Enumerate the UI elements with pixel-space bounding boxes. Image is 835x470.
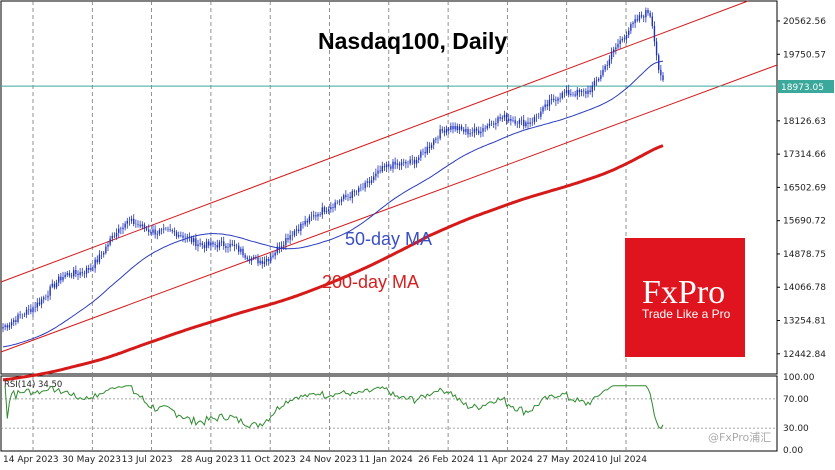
rsi-label: RSI(14) 34.50 <box>4 380 62 390</box>
ma50-label: 50-day MA <box>345 229 432 249</box>
current-price-label: 18973.05 <box>781 83 824 93</box>
x-tick-label: 11 Jan 2024 <box>359 455 413 465</box>
fxpro-logo: FxPro Trade Like a Pro <box>625 238 745 357</box>
ma200-label: 200-day MA <box>322 272 419 292</box>
x-tick-label: 14 Apr 2023 <box>3 455 59 465</box>
rsi-tick-label: 70.00 <box>783 395 809 405</box>
chart-title: Nasdaq100, Daily <box>318 28 507 54</box>
rsi-levels <box>1 398 777 429</box>
y-tick-label: 19750.57 <box>783 50 826 60</box>
y-tick-label: 16502.69 <box>783 183 826 193</box>
candlesticks <box>2 7 664 333</box>
trend-channel <box>0 0 778 353</box>
rsi-tick-label: 100.00 <box>783 373 815 383</box>
y-tick-label: 20562.56 <box>783 17 826 27</box>
ma200-line <box>2 144 664 382</box>
y-tick-label: 13254.81 <box>783 317 826 327</box>
watermark: @FxPro浦汇 <box>708 431 771 444</box>
fxpro-tagline: Trade Like a Pro <box>642 307 731 321</box>
channel-lower <box>0 64 778 353</box>
y-tick-label: 14066.78 <box>783 283 826 293</box>
fxpro-logo-box <box>625 238 745 357</box>
x-tick-label: 30 May 2023 <box>62 455 121 465</box>
x-tick-label: 13 Jul 2023 <box>122 455 173 465</box>
x-tick-label: 10 Jul 2024 <box>596 455 647 465</box>
current-price-tag <box>778 80 834 93</box>
channel-upper <box>0 0 749 283</box>
y-tick-label: 15690.72 <box>783 217 826 227</box>
ma50-line <box>2 60 664 348</box>
rsi-y-ticks: 100.00 70.00 30.00 0.00 <box>783 373 815 456</box>
x-tick-label: 27 May 2024 <box>537 455 596 465</box>
x-tick-label: 11 Oct 2023 <box>240 455 296 465</box>
rsi-tick-label: 30.00 <box>783 424 809 434</box>
y-tick-label: 17314.66 <box>783 150 826 160</box>
y-tick-label: 12442.84 <box>783 350 826 360</box>
fxpro-logo-text: FxPro <box>642 274 725 311</box>
x-tick-label: 28 Aug 2023 <box>181 455 239 465</box>
y-tick-label: 18126.63 <box>783 117 826 127</box>
x-tick-label: 26 Feb 2024 <box>418 455 474 465</box>
x-tick-label: 24 Nov 2023 <box>300 455 358 465</box>
y-axis-ticks: 20562.56 19750.57 18126.63 17314.66 16502.69… <box>777 17 826 360</box>
x-tick-label: 11 Apr 2024 <box>477 455 533 465</box>
rsi-line <box>4 385 664 430</box>
rsi-tick-label: 0.00 <box>783 446 803 456</box>
y-tick-label: 14878.75 <box>783 250 826 260</box>
x-axis-ticks: 14 Apr 2023 30 May 2023 13 Jul 2023 28 Aug … <box>3 455 647 465</box>
